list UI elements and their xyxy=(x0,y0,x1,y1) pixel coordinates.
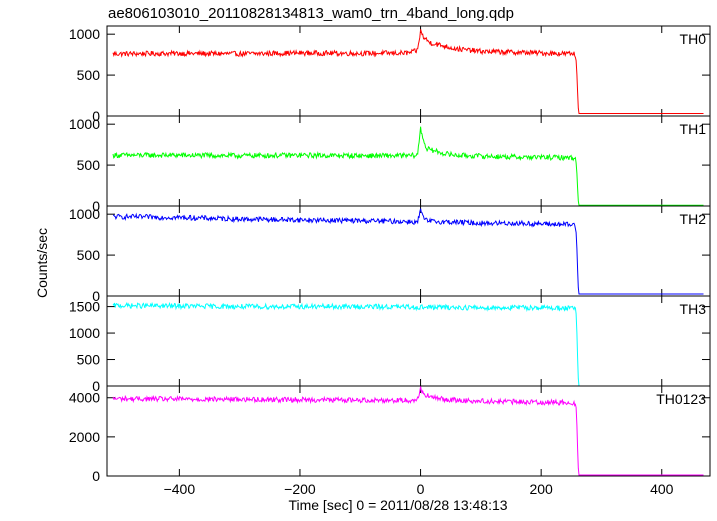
y-tick-label-th0123-0: 0 xyxy=(92,468,100,484)
y-tick-label-th1-0: 0 xyxy=(92,198,100,214)
series-label-th0: TH0 xyxy=(680,31,707,47)
series-line-th0 xyxy=(112,29,704,114)
x-axis-label: Time [sec] 0 = 2011/08/28 13:48:13 xyxy=(288,497,507,513)
series-line-th1 xyxy=(112,126,704,206)
panel-frame-th0123 xyxy=(106,385,711,477)
y-tick-label-th0-1: 500 xyxy=(77,67,101,83)
panel-frame-th0 xyxy=(106,25,711,117)
y-tick-label-th0-0: 0 xyxy=(92,108,100,124)
series-label-th0123: TH0123 xyxy=(656,391,706,407)
y-tick-label-th0123-2: 4000 xyxy=(69,390,100,406)
x-tick-label-4: 400 xyxy=(650,481,674,497)
y-tick-label-th1-2: 1000 xyxy=(69,116,100,132)
series-label-th3: TH3 xyxy=(680,301,707,317)
x-tick-label-1: −200 xyxy=(284,481,316,497)
x-tick-label-3: 200 xyxy=(529,481,553,497)
series-line-th2 xyxy=(112,208,704,295)
series-label-th2: TH2 xyxy=(680,211,707,227)
y-tick-label-th3-0: 0 xyxy=(92,378,100,394)
y-tick-label-th3-2: 1000 xyxy=(69,325,100,341)
y-tick-label-th3-1: 500 xyxy=(77,352,101,368)
x-tick-label-2: 0 xyxy=(417,481,425,497)
panels-group: TH0 0 500 1000 TH1 0 500 1000 TH2 0 500 1000 TH3 0 500… xyxy=(69,25,711,497)
chart-title: ae806103010_20110828134813_wam0_trn_4ban… xyxy=(108,5,514,22)
y-axis-label: Counts/sec xyxy=(34,228,50,298)
y-tick-label-th3-3: 1500 xyxy=(69,299,100,315)
panel-frame-th1 xyxy=(106,115,711,207)
x-tick-label-0: −400 xyxy=(164,481,196,497)
panel-frame-th3 xyxy=(106,295,711,387)
y-tick-label-th2-0: 0 xyxy=(92,288,100,304)
series-line-th0123 xyxy=(112,386,704,476)
y-tick-label-th0-2: 1000 xyxy=(69,26,100,42)
y-tick-label-th2-2: 1000 xyxy=(69,206,100,222)
y-tick-label-th2-1: 500 xyxy=(77,247,101,263)
series-label-th1: TH1 xyxy=(680,121,707,137)
y-tick-label-th1-1: 500 xyxy=(77,157,101,173)
series-line-th3 xyxy=(112,301,704,387)
y-tick-label-th0123-1: 2000 xyxy=(69,429,100,445)
